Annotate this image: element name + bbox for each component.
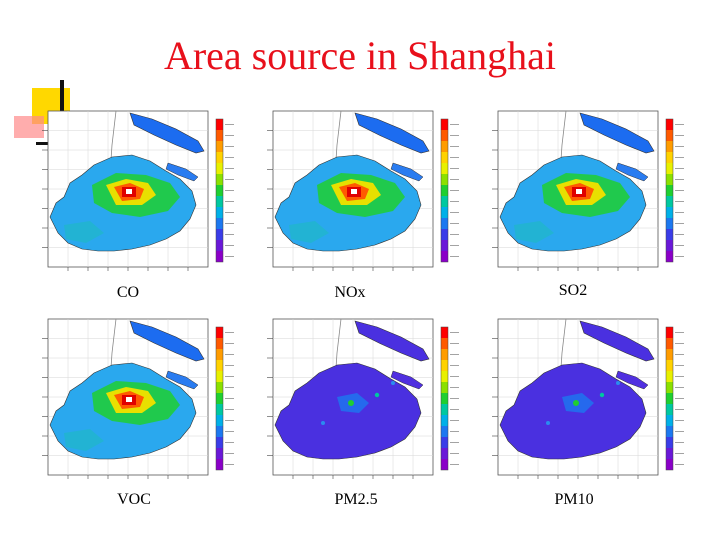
caption-nox: NOx [334,284,366,301]
pm25-emission-map [267,318,459,479]
nox-emission-map [267,110,459,271]
map-panel-so2 [470,105,690,280]
slide-title: Area source in Shanghai [163,33,557,78]
map-panel-pm10 [470,313,690,488]
map-panel-nox [245,105,465,280]
map-panel-voc [20,313,240,488]
map-panel-pm25 [245,313,465,488]
caption-pm25: PM2.5 [334,491,378,508]
co-emission-map [42,110,234,271]
caption-so2: SO2 [558,282,588,299]
caption-co: CO [116,284,140,301]
caption-voc: VOC [117,491,151,508]
voc-emission-map [42,318,234,479]
pm10-emission-map [492,318,684,479]
caption-pm10: PM10 [554,491,594,508]
map-panel-co [20,105,240,280]
so2-emission-map [492,110,684,271]
